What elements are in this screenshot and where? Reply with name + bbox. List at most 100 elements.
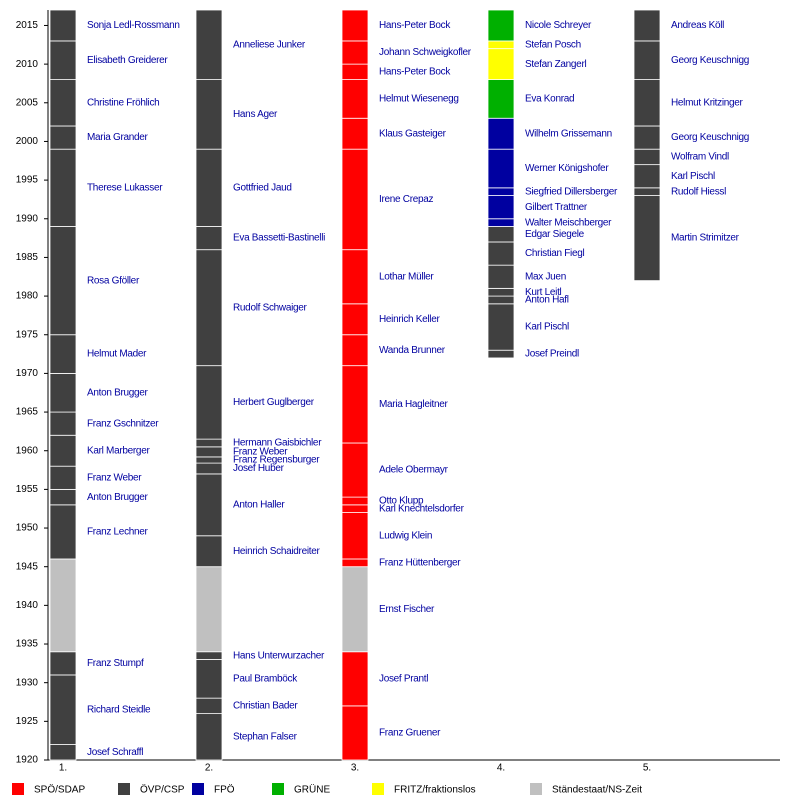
term-bar [633,40,661,80]
term-bar [49,373,77,413]
person-name: Stefan Posch [525,39,581,50]
term-bar [49,40,77,80]
legend-label: Ständestaat/NS-Zeit [552,785,642,796]
person-name: Eva Konrad [525,94,574,105]
term-bar [341,651,369,707]
term-bar [341,504,369,513]
person-name: Anton Haller [233,499,285,510]
y-tick-label: 1995 [16,175,39,186]
term-bar [487,9,515,42]
person-name: Stephan Falser [233,731,298,742]
person-name: Anton Brugger [87,492,149,503]
person-name: Ernst Fischer [379,604,435,615]
person-name: Christian Fiegl [525,248,584,259]
person-name: Otto Klupp [379,496,424,507]
term-bar [341,566,369,653]
term-bar [341,705,369,761]
term-bar [195,148,223,227]
term-bar [195,438,223,448]
term-bar [341,496,369,506]
term-bar [195,566,223,653]
y-tick-label: 1920 [16,755,39,766]
term-bar [195,79,223,150]
y-tick-label: 1965 [16,407,39,418]
term-bar [341,558,369,568]
y-tick-label: 1985 [16,252,39,263]
term-bar [341,117,369,150]
term-bar [487,117,515,150]
term-bar [633,187,661,196]
column-label: 4. [497,763,505,774]
person-name: Werner Königshofer [525,163,609,174]
person-name: Anton Hafl [525,295,569,306]
person-name: Stefan Zangerl [525,59,586,70]
term-bar [49,434,77,467]
legend-label: FPÖ [214,784,235,796]
term-bar [487,48,515,80]
person-name: Rosa Gföller [87,275,140,286]
term-bar [487,303,515,351]
legend-label: ÖVP/CSP [140,784,185,796]
person-name: Walter Meischberger [525,217,612,228]
term-bar [195,365,223,440]
term-bar [341,303,369,336]
term-bar [195,462,223,475]
person-name: Josef Preindl [525,349,579,360]
y-tick-label: 1925 [16,716,39,727]
person-name: Siegfried Dillersberger [525,186,618,197]
term-bar [49,651,77,676]
term-bar [487,148,515,189]
person-name: Nicole Schreyer [525,20,592,31]
term-bar [487,195,515,220]
person-name: Josef Prantl [379,673,428,684]
term-bar [195,651,223,660]
term-bar [487,226,515,243]
person-name: Heinrich Keller [379,314,440,325]
person-name: Sonja Ledl-Rossmann [87,20,180,31]
person-name: Josef Huber [233,463,285,474]
term-bar [195,697,223,715]
term-bar [633,79,661,127]
y-tick-label: 1960 [16,445,39,456]
term-bar [487,295,515,305]
term-bar [195,249,223,367]
term-bar [49,411,77,436]
term-bar [633,125,661,150]
term-bar [195,535,223,568]
person-name: Ludwig Klein [379,530,432,541]
y-tick-label: 1980 [16,291,39,302]
term-bar [341,249,369,305]
term-bar [195,226,223,251]
person-name: Franz Hüttenberger [379,557,461,568]
y-tick-label: 1975 [16,329,39,340]
term-bar [195,9,223,80]
term-bar [341,148,369,251]
person-name: Anton Brugger [87,387,149,398]
legend-swatch [272,783,284,795]
y-tick-label: 1940 [16,600,39,611]
person-name: Gottfried Jaud [233,182,292,193]
person-name: Rudolf Schwaiger [233,302,308,313]
column-label: 1. [59,763,67,774]
y-tick-label: 1955 [16,484,39,495]
term-bar [341,9,369,42]
person-name: Paul Bramböck [233,673,298,684]
term-bar [487,218,515,227]
person-name: Georg Keuschnigg [671,55,749,66]
y-tick-label: 2000 [16,136,39,147]
person-name: Hans Unterwurzacher [233,650,325,661]
term-bar [633,148,661,166]
column-label: 2. [205,763,213,774]
y-tick-label: 1930 [16,677,39,688]
person-name: Franz Gschnitzer [87,418,159,429]
term-bar [49,9,77,42]
person-name: Maria Hagleitner [379,399,449,410]
person-name: Klaus Gasteiger [379,128,447,139]
legend-label: SPÖ/SDAP [34,784,85,796]
term-bar [195,713,223,761]
y-tick-label: 1950 [16,523,39,534]
person-name: Andreas Köll [671,20,724,31]
person-name: Karl Pischl [671,171,715,182]
person-name: Wilhelm Grissemann [525,128,612,139]
